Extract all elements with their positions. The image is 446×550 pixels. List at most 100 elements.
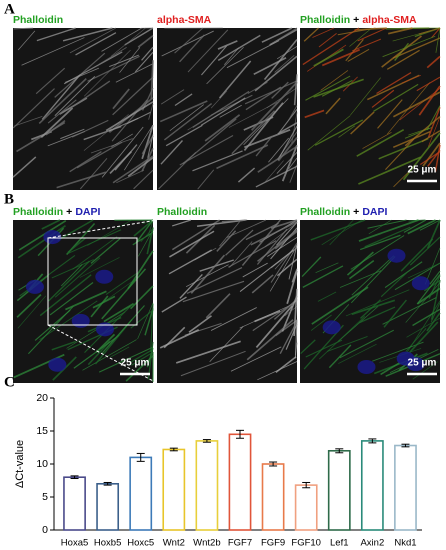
fiber (368, 219, 392, 235)
x-tick-label: Nkd1 (394, 538, 416, 549)
fiber (39, 274, 92, 317)
fiber (246, 319, 294, 361)
fiber (380, 362, 401, 376)
fiber (407, 262, 441, 279)
fiber (79, 157, 108, 190)
fiber (209, 326, 244, 363)
fiber (69, 80, 111, 110)
x-tick-label: Lef1 (330, 538, 349, 549)
y-tick-label: 5 (42, 491, 48, 503)
fiber (317, 291, 337, 302)
fiber (217, 34, 261, 61)
fiber (111, 133, 133, 148)
fiber (221, 219, 248, 223)
fiber (47, 99, 77, 124)
fiber (92, 295, 116, 309)
fiber (255, 165, 298, 188)
fiber (303, 27, 319, 42)
image-title: Phalloidin + DAPI (13, 206, 100, 218)
fiber (133, 219, 154, 237)
y-tick-label: 0 (42, 524, 48, 536)
fiber (186, 267, 243, 294)
fiber (109, 54, 140, 68)
fiber (90, 237, 121, 264)
fiber (76, 141, 123, 169)
fiber (358, 219, 419, 242)
fiber (350, 77, 381, 116)
title-part: alpha-SMA (362, 14, 417, 26)
fiber (356, 129, 405, 157)
fiber (250, 221, 298, 246)
fiber (218, 60, 252, 99)
fiber (41, 219, 61, 230)
fiber (304, 109, 325, 119)
fiber (257, 145, 298, 173)
fiber (386, 49, 420, 70)
fiber (210, 90, 228, 109)
fiber (197, 169, 215, 190)
fiber (254, 310, 281, 323)
fiber (18, 220, 67, 251)
y-tick-label: 20 (36, 392, 48, 404)
fiber (416, 76, 441, 92)
fiber (69, 151, 102, 173)
fiber (137, 302, 154, 340)
micrograph-texture (302, 27, 441, 188)
nucleus (48, 357, 67, 372)
fiber (371, 89, 395, 108)
fiber (281, 144, 298, 182)
bar (360, 440, 384, 531)
fiber (90, 295, 109, 318)
fiber (434, 144, 441, 172)
fiber (110, 346, 130, 358)
fiber (244, 80, 297, 105)
fiber (101, 268, 147, 320)
fiber (146, 227, 154, 255)
fiber (56, 171, 107, 189)
fiber (338, 125, 356, 138)
fiber (362, 132, 392, 149)
fiber (187, 29, 229, 73)
bar (63, 476, 86, 531)
nucleus (411, 276, 430, 291)
fiber (401, 74, 422, 84)
fiber (90, 138, 133, 154)
fiber (69, 27, 117, 54)
fiber (302, 27, 360, 66)
fiber (394, 262, 441, 291)
fiber (71, 119, 109, 138)
fiber (421, 130, 441, 143)
fiber (239, 249, 295, 292)
fiber (124, 27, 154, 46)
fiber (147, 134, 154, 158)
fiber (404, 116, 441, 147)
fiber (109, 150, 133, 175)
fiber (174, 27, 204, 54)
fiber (277, 125, 298, 161)
fiber (175, 340, 241, 364)
fiber (130, 348, 154, 363)
fiber (279, 321, 298, 355)
micrograph-texture (13, 219, 154, 382)
fiber (399, 87, 441, 121)
fiber (65, 290, 107, 311)
fiber (16, 121, 66, 153)
fiber (200, 97, 246, 126)
fiber (359, 299, 382, 319)
fiber (101, 27, 142, 52)
x-tick-label: FGF9 (261, 538, 285, 549)
fiber (255, 305, 293, 349)
fiber (382, 297, 437, 325)
bar (294, 484, 318, 531)
fiber (385, 138, 415, 170)
fiber (358, 156, 422, 185)
fiber (172, 219, 192, 227)
fiber (112, 76, 154, 116)
nucleus (95, 269, 114, 284)
fiber (141, 124, 154, 160)
fiber (159, 329, 200, 349)
fiber (407, 219, 436, 235)
fiber (160, 89, 185, 105)
title-part: Phalloidin (157, 206, 207, 218)
fiber (103, 302, 135, 323)
